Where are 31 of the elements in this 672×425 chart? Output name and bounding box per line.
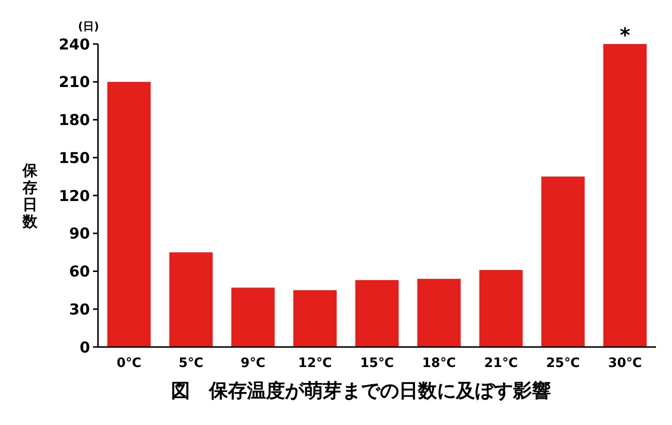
y-axis-title: 保存日数 (22, 161, 38, 230)
x-tick-label: 15℃ (360, 356, 394, 371)
y-tick-label: 30 (69, 300, 90, 318)
x-tick-label: 0℃ (116, 356, 142, 371)
x-tick-label: 18℃ (422, 356, 456, 371)
bar (479, 270, 523, 347)
y-tick-label: 60 (69, 262, 90, 280)
y-tick-label: 0 (80, 338, 90, 356)
y-tick-label: 150 (58, 148, 90, 167)
bar (417, 278, 461, 347)
annotation: * (620, 23, 631, 47)
bar (107, 82, 151, 347)
x-tick-label: 21℃ (484, 356, 518, 371)
bar (541, 176, 585, 347)
y-tick-label: 90 (69, 224, 90, 243)
x-tick-label: 12℃ (298, 356, 332, 371)
bar (169, 252, 213, 347)
y-tick-label: 120 (58, 186, 90, 205)
y-tick-label: 210 (58, 73, 90, 92)
bar (355, 280, 399, 347)
y-tick-label: 180 (58, 111, 90, 129)
bar (293, 290, 337, 347)
text: 図 保存温度が萌芽までの日数に及ぼす影響 (171, 380, 551, 402)
x-tick-label: 25℃ (546, 356, 580, 371)
y-tick-label: 240 (58, 35, 90, 54)
bar (603, 44, 647, 347)
x-tick-label: 5℃ (178, 356, 204, 371)
text: (日) (78, 20, 100, 33)
bar (231, 288, 275, 347)
x-tick-label: 30℃ (608, 356, 642, 371)
x-tick-label: 9℃ (240, 356, 266, 371)
